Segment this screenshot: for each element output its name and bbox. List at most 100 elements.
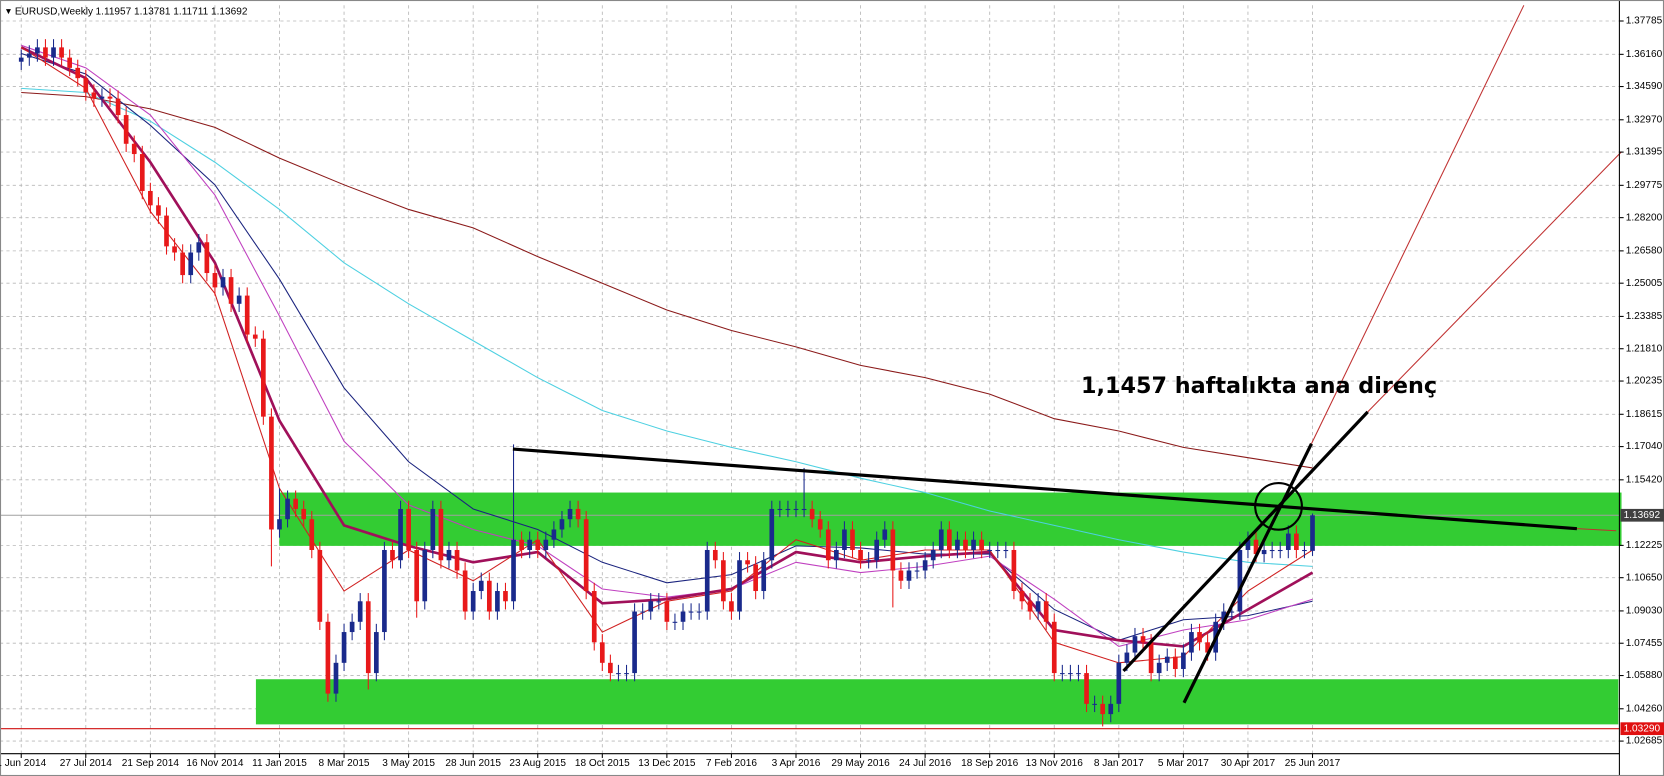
zone-layer [0, 492, 1622, 730]
candle-body [115, 98, 121, 116]
candle-body [333, 662, 339, 694]
candle-body [1124, 652, 1130, 663]
x-tick-label: 3 Apr 2016 [772, 758, 821, 769]
candle-body [51, 47, 56, 58]
candle-body [172, 246, 177, 253]
candle-body [527, 539, 533, 550]
candle-body [680, 611, 686, 622]
candle-body [486, 580, 492, 612]
drawings: 1,1457 haftalıkta ana direnç [512, 5, 1622, 704]
candle-body [688, 611, 694, 613]
candle-body [277, 519, 282, 530]
candle-body [325, 621, 331, 694]
ray-shallow [1367, 151, 1622, 413]
candle-body [793, 508, 799, 511]
candle-body [567, 508, 573, 520]
candle-body [1108, 703, 1114, 715]
candle-body [285, 498, 290, 520]
candle-body [1043, 601, 1049, 622]
candle-body [1197, 632, 1202, 643]
x-tick-label: 5 Mar 2017 [1158, 758, 1209, 769]
y-tick-label: 1.34590 [1626, 81, 1663, 92]
candle-body [414, 549, 420, 602]
candle-body [866, 560, 871, 562]
candle-body [616, 673, 621, 675]
candle-body [1261, 549, 1267, 555]
candle-body [963, 539, 968, 550]
candle-body [349, 621, 355, 633]
zone [255, 679, 1619, 725]
candle-body [1035, 601, 1041, 612]
menu-arrow[interactable]: ▼ [4, 6, 12, 16]
candle-body [729, 601, 734, 612]
candle-body [519, 539, 524, 550]
level-label: 1.03290 [1624, 723, 1661, 734]
candle-body [511, 539, 516, 602]
candle-body [1189, 632, 1194, 653]
x-tick-label: 29 May 2016 [831, 758, 890, 769]
candle-body [1092, 703, 1097, 705]
candle-body [180, 252, 185, 276]
candle-body [148, 190, 153, 206]
y-tick-label: 1.18615 [1626, 409, 1663, 420]
ray-steep [1310, 5, 1525, 444]
candle-body [406, 508, 411, 550]
candle-body [535, 539, 541, 550]
candle-body [801, 508, 807, 511]
y-tick-label: 1.10650 [1626, 572, 1663, 583]
candle-body [1302, 549, 1307, 552]
candle-body [1100, 703, 1106, 715]
candle-body [777, 508, 783, 511]
candle-body [769, 508, 775, 561]
x-tick-label: 18 Sep 2016 [961, 758, 1019, 769]
candle-body [834, 549, 839, 561]
candle-body [1237, 549, 1243, 612]
candle-body [374, 632, 379, 674]
candle-body [1205, 642, 1210, 653]
candle-body [1003, 549, 1009, 552]
candle-body [495, 591, 500, 612]
x-tick-label: 24 Jul 2016 [899, 758, 952, 769]
candle-body [1051, 621, 1057, 674]
candle-body [75, 67, 81, 79]
x-tick-label: 21 Sep 2014 [122, 758, 180, 769]
candle-body [131, 143, 137, 155]
candle-body [1068, 673, 1073, 675]
candle-body [1229, 611, 1235, 613]
candle-body [632, 611, 637, 674]
candle-body [156, 205, 161, 216]
candle-body [390, 549, 395, 561]
candle-body [1269, 549, 1275, 552]
x-tick-label: 25 Jun 2017 [1285, 758, 1341, 769]
candle-body [196, 242, 202, 253]
annotation: 1,1457 haftalıkta ana direnç [1081, 373, 1437, 399]
candle-body [1156, 662, 1162, 674]
moving-average [21, 53, 1313, 641]
candle-body [543, 539, 549, 550]
support-trendline [1122, 410, 1369, 672]
y-tick-label: 1.23385 [1626, 311, 1663, 322]
candle-body [1294, 533, 1299, 550]
level-box [1620, 722, 1664, 736]
candle-body [220, 277, 226, 288]
candle-body [1310, 515, 1315, 551]
candle-body [1253, 539, 1259, 555]
candle-body [809, 508, 815, 520]
candle-body [446, 549, 452, 561]
candle-body [1084, 673, 1089, 704]
candle-body [261, 338, 266, 417]
candle-body [301, 508, 307, 520]
candle-body [559, 519, 565, 530]
x-tick-label: 3 May 2015 [382, 758, 435, 769]
x-tick-label: 8 Jan 2017 [1094, 758, 1144, 769]
candle-body [591, 591, 597, 643]
candle-body [470, 591, 476, 612]
candle-body [123, 115, 129, 144]
current-price-label: 1.13692 [1624, 510, 1661, 521]
candle-body [1164, 656, 1170, 663]
candle-body [228, 277, 234, 304]
candle-body [430, 508, 436, 550]
trendline-extension [1576, 528, 1617, 532]
candle-body [938, 529, 944, 550]
